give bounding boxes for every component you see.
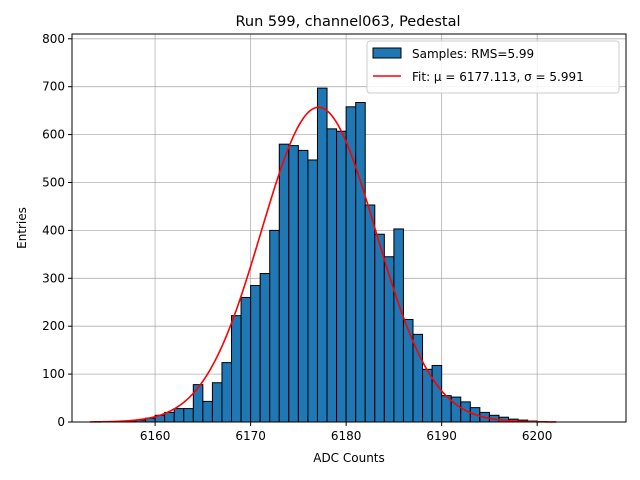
y-tick-label: 500 xyxy=(42,175,65,189)
y-tick-label: 700 xyxy=(42,80,65,94)
histogram-bar xyxy=(307,159,318,423)
plot-frame xyxy=(71,33,627,423)
histogram-bar xyxy=(183,408,194,423)
histogram-bar xyxy=(278,143,290,423)
y-tick-label: 800 xyxy=(42,32,65,46)
histogram-bar xyxy=(164,411,175,423)
histogram-bar xyxy=(259,273,271,423)
histogram-bar xyxy=(431,364,443,423)
x-tick-label: 6180 xyxy=(331,429,362,443)
histogram-bar xyxy=(250,284,261,423)
x-tick-label: 6200 xyxy=(522,429,553,443)
histogram-bar xyxy=(288,145,299,423)
histogram-bar xyxy=(221,362,233,423)
histogram-bar xyxy=(402,318,414,423)
histogram-bar xyxy=(231,315,242,423)
x-tick-label: 6160 xyxy=(140,429,171,443)
y-axis-ticks: 0 100 200 300 400 500 600 700 800 xyxy=(42,32,72,429)
histogram-bar xyxy=(364,204,376,423)
x-tick-label: 6170 xyxy=(235,429,266,443)
histogram-bar xyxy=(374,233,385,423)
y-tick-label: 400 xyxy=(42,223,65,237)
fit-layer xyxy=(90,106,557,423)
y-tick-label: 300 xyxy=(42,271,65,285)
y-tick-label: 100 xyxy=(42,367,65,381)
histogram-bar xyxy=(202,400,213,423)
legend-samples-swatch xyxy=(372,47,402,59)
x-axis-label: ADC Counts xyxy=(313,451,385,465)
histogram-bar xyxy=(336,130,347,423)
histogram-bar xyxy=(412,333,424,423)
histogram-bar xyxy=(240,296,252,423)
y-tick-label: 600 xyxy=(42,128,65,142)
y-tick-label: 200 xyxy=(42,319,65,333)
chart-title: Run 599, channel063, Pedestal xyxy=(235,14,460,30)
legend-samples-label: Samples: RMS=5.99 xyxy=(412,47,534,61)
legend-box xyxy=(366,40,620,94)
histogram-bar xyxy=(383,256,395,423)
fit-curve xyxy=(90,106,557,423)
x-axis-ticks: 6160 6170 6180 6190 6200 xyxy=(140,422,553,443)
histogram-bar xyxy=(211,382,223,423)
legend-fit-label: Fit: μ = 6177.113, σ = 5.991 xyxy=(412,70,584,84)
histogram-bar xyxy=(355,101,366,423)
histogram-bar xyxy=(192,384,204,423)
histogram-bar xyxy=(326,128,338,423)
y-tick-label: 0 xyxy=(57,415,65,429)
legend: Samples: RMS=5.99 Fit: μ = 6177.113, σ =… xyxy=(366,40,620,94)
histogram-bar xyxy=(316,87,328,423)
histogram-bar xyxy=(297,149,309,423)
histogram-bar xyxy=(173,408,185,423)
x-tick-label: 6190 xyxy=(426,429,457,443)
histogram-bar xyxy=(269,229,280,423)
histogram-bar xyxy=(393,228,404,423)
y-axis-label: Entries xyxy=(15,207,29,249)
